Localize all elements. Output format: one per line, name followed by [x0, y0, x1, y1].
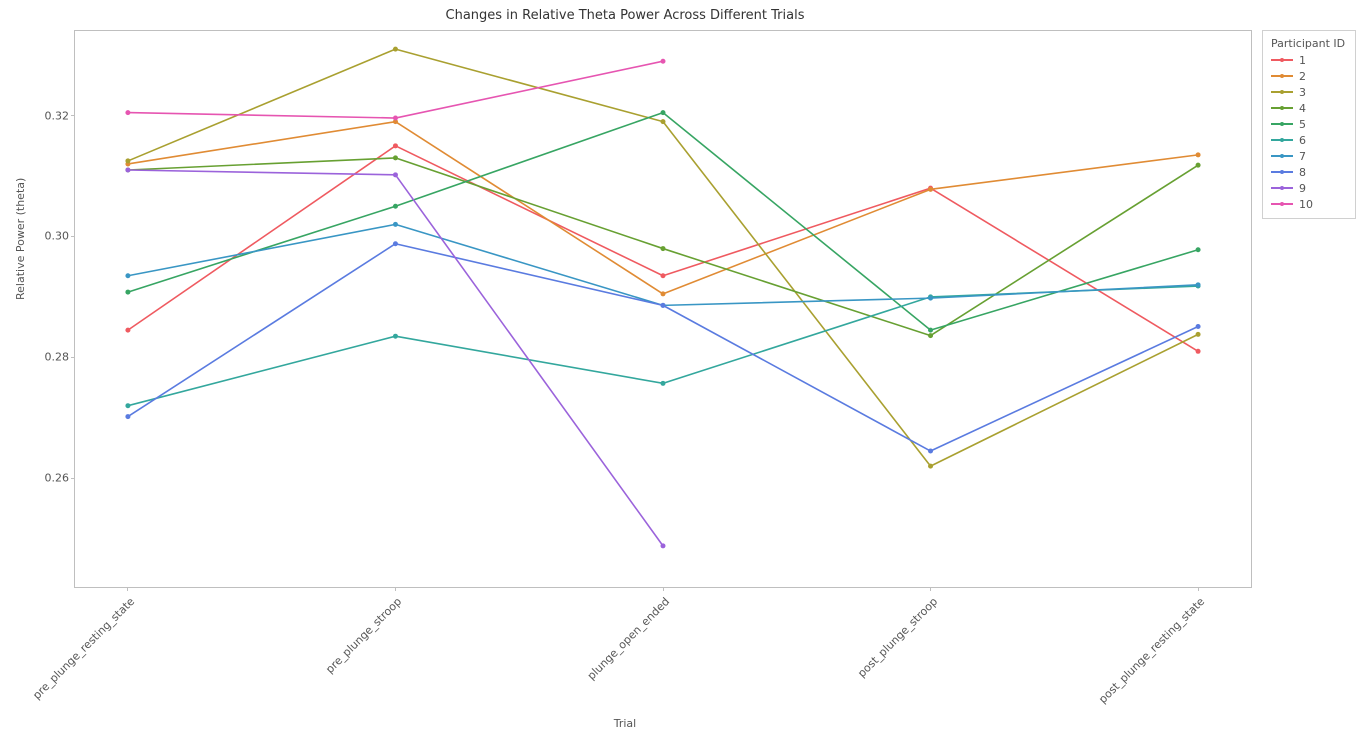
- series-marker: [125, 328, 130, 333]
- legend-item: 9: [1271, 180, 1345, 196]
- series-marker: [661, 110, 666, 115]
- series-marker: [393, 47, 398, 52]
- series-marker: [661, 303, 666, 308]
- x-tick: [395, 587, 396, 591]
- legend-label: 4: [1299, 102, 1306, 115]
- legend-swatch: [1271, 187, 1293, 189]
- series-marker: [1196, 152, 1201, 157]
- series-marker: [661, 543, 666, 548]
- series-marker: [661, 246, 666, 251]
- series-marker: [661, 291, 666, 296]
- series-marker: [661, 273, 666, 278]
- series-marker: [1196, 332, 1201, 337]
- legend-item: 2: [1271, 68, 1345, 84]
- legend-label: 7: [1299, 150, 1306, 163]
- series-marker: [125, 168, 130, 173]
- series-marker: [1196, 349, 1201, 354]
- chart-title: Changes in Relative Theta Power Across D…: [0, 8, 1250, 23]
- legend-label: 5: [1299, 118, 1306, 131]
- x-axis-label: Trial: [0, 717, 1250, 730]
- plot-area: 0.260.280.300.32pre_plunge_resting_state…: [74, 30, 1252, 588]
- series-marker: [393, 155, 398, 160]
- legend-item: 4: [1271, 100, 1345, 116]
- legend-swatch: [1271, 75, 1293, 77]
- series-marker: [928, 464, 933, 469]
- x-tick-label: post_plunge_resting_state: [1096, 595, 1207, 706]
- series-marker: [393, 116, 398, 121]
- series-marker: [928, 328, 933, 333]
- y-tick: [71, 236, 75, 237]
- legend-label: 9: [1299, 182, 1306, 195]
- line-series-layer: [75, 31, 1251, 587]
- y-tick: [71, 478, 75, 479]
- y-axis-label: Relative Power (theta): [14, 178, 27, 300]
- series-marker: [1196, 163, 1201, 168]
- y-tick-label: 0.26: [45, 472, 70, 485]
- series-marker: [928, 187, 933, 192]
- legend-item: 10: [1271, 196, 1345, 212]
- legend-item: 1: [1271, 52, 1345, 68]
- legend-swatch: [1271, 123, 1293, 125]
- legend-swatch: [1271, 139, 1293, 141]
- legend-label: 2: [1299, 70, 1306, 83]
- legend-label: 10: [1299, 198, 1313, 211]
- y-tick-label: 0.28: [45, 351, 70, 364]
- series-marker: [661, 381, 666, 386]
- legend-label: 8: [1299, 166, 1306, 179]
- series-marker: [393, 172, 398, 177]
- legend-swatch: [1271, 59, 1293, 61]
- series-marker: [393, 241, 398, 246]
- series-marker: [661, 119, 666, 124]
- legend-item: 3: [1271, 84, 1345, 100]
- series-marker: [1196, 282, 1201, 287]
- x-tick: [663, 587, 664, 591]
- legend: Participant ID 1 2 3 4 5 6 7 8 9 10: [1262, 30, 1356, 219]
- x-tick: [1198, 587, 1199, 591]
- x-tick-label: pre_plunge_resting_state: [30, 595, 137, 702]
- series-marker: [125, 273, 130, 278]
- y-tick: [71, 115, 75, 116]
- series-marker: [661, 59, 666, 64]
- legend-item: 8: [1271, 164, 1345, 180]
- legend-item: 7: [1271, 148, 1345, 164]
- y-tick-label: 0.32: [45, 109, 70, 122]
- series-marker: [393, 334, 398, 339]
- series-marker: [393, 204, 398, 209]
- series-line: [128, 61, 663, 118]
- y-tick: [71, 357, 75, 358]
- legend-item: 6: [1271, 132, 1345, 148]
- figure: Changes in Relative Theta Power Across D…: [0, 0, 1369, 736]
- series-marker: [125, 290, 130, 295]
- series-marker: [125, 403, 130, 408]
- legend-swatch: [1271, 155, 1293, 157]
- series-marker: [125, 158, 130, 163]
- legend-swatch: [1271, 203, 1293, 205]
- legend-swatch: [1271, 107, 1293, 109]
- y-tick-label: 0.30: [45, 230, 70, 243]
- x-tick: [930, 587, 931, 591]
- x-tick: [127, 587, 128, 591]
- legend-label: 6: [1299, 134, 1306, 147]
- legend-title: Participant ID: [1271, 37, 1345, 50]
- series-marker: [928, 333, 933, 338]
- series-marker: [125, 110, 130, 115]
- series-marker: [393, 222, 398, 227]
- legend-label: 1: [1299, 54, 1306, 67]
- x-tick-label: plunge_open_ended: [585, 595, 672, 682]
- series-line: [128, 113, 1198, 331]
- legend-swatch: [1271, 91, 1293, 93]
- series-marker: [393, 143, 398, 148]
- series-marker: [1196, 324, 1201, 329]
- legend-item: 5: [1271, 116, 1345, 132]
- series-marker: [928, 449, 933, 454]
- series-marker: [1196, 247, 1201, 252]
- x-tick-label: pre_plunge_stroop: [324, 595, 405, 676]
- series-marker: [928, 296, 933, 301]
- series-marker: [125, 414, 130, 419]
- legend-label: 3: [1299, 86, 1306, 99]
- x-tick-label: post_plunge_stroop: [855, 595, 940, 680]
- legend-swatch: [1271, 171, 1293, 173]
